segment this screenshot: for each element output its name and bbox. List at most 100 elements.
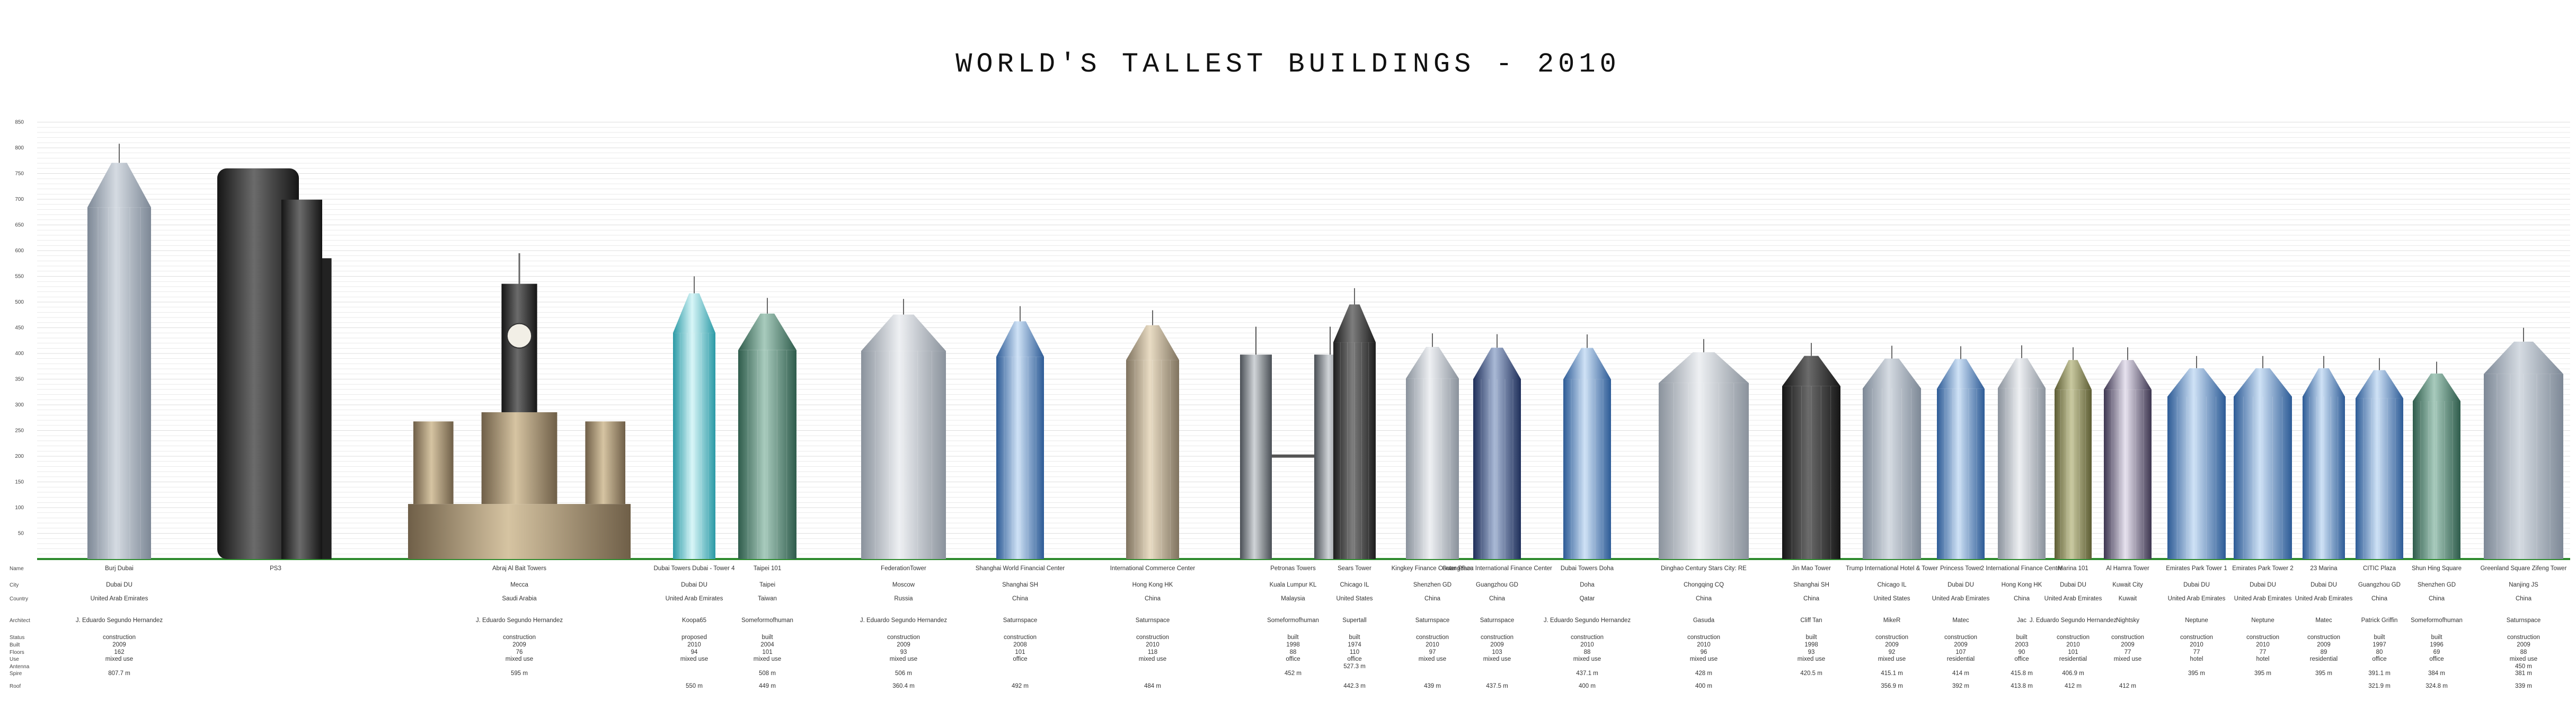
building-bar [1473,334,1521,559]
building-country: Qatar [1580,596,1595,602]
building-crown [2303,368,2345,397]
building-floors: 96 [1701,649,1707,655]
building-name: Dinghao Century Stars City: RE [1661,565,1747,572]
building-built: 1974 [1348,642,1361,648]
building-country: Kuwait [2119,596,2137,602]
console-back [322,258,332,560]
building-architect: J. Eduardo Segundo Hernandez [2030,617,2117,624]
building-built: 2009 [1490,642,1504,648]
building-crown [2104,360,2152,390]
building-name: Shun Hing Square [2412,565,2462,572]
building-name: Princess Tower [1940,565,1981,572]
y-tick-label: 250 [15,428,24,434]
building-floors: 101 [762,649,772,655]
building-use: mixed use [1139,656,1166,662]
building-built: 2003 [2015,642,2029,648]
building-city: Doha [1580,582,1595,588]
building-use: office [2372,656,2386,662]
y-tick-label: 750 [15,171,24,177]
building-built: 2010 [2066,642,2080,648]
building-city: Guangzhou GD [1476,582,1518,588]
building-crown [2055,360,2092,390]
building-floors: 94 [691,649,698,655]
building-city: Shenzhen GD [1413,582,1451,588]
building-status: built [1349,634,1360,641]
building-architect: Saturnspace [1480,617,1515,624]
row-label: Roof [10,684,21,689]
y-tick-label: 50 [18,531,24,537]
building-roof: 400 m [1579,683,1596,689]
podium [408,504,631,559]
building-bar [2234,356,2292,559]
building-roof: 321.9 m [2368,683,2391,689]
building-architect: MikeR [1883,617,1901,624]
building-status: construction [1481,634,1513,641]
building-bar [1563,334,1611,559]
building-floors: 93 [1808,649,1815,655]
building-spire: 415.1 m [1881,670,1903,677]
building-bar [1406,333,1459,559]
building-body [996,357,1044,559]
building-use: mixed use [506,656,533,662]
building-roof: 412 m [2119,683,2136,689]
building-city: Shanghai SH [1002,582,1038,588]
building-roof: 400 m [1695,683,1712,689]
building-body [1126,360,1179,559]
building-body [2303,396,2345,559]
building-spire: 406.9 m [2062,670,2084,677]
building-crown [2167,368,2226,397]
building-roof: 550 m [686,683,703,689]
building-status: built [2431,634,2442,641]
building-use: office [1013,656,1027,662]
building-crown [1659,352,1749,383]
building-crown [1406,347,1459,379]
building-country: China [1803,596,1820,602]
building-name: CITIC Plaza [2363,565,2396,572]
building-crown [996,321,1044,357]
building-spire: 384 m [2428,670,2445,677]
building-status: construction [2507,634,2540,641]
building-country: China [1012,596,1029,602]
building-body [2413,401,2460,559]
y-tick-label: 550 [15,274,24,280]
building-architect: Saturnspace [2507,617,2541,624]
building-status: built [2016,634,2028,641]
ground-line [37,558,2570,560]
building-name: Burj Dubai [105,565,134,572]
building-built: 2009 [2317,642,2331,648]
y-tick-label: 300 [15,402,24,408]
building-architect: Koopa65 [682,617,706,624]
building-country: United Arab Emirates [91,596,148,602]
building-use: residential [1947,656,1975,662]
building-country: United Arab Emirates [2168,596,2226,602]
building-built: 2009 [2121,642,2135,648]
y-tick-label: 850 [15,120,24,126]
building-crown [2356,370,2403,398]
building-built: 2010 [2256,642,2270,648]
building-name: Guangzhou International Finance Center [1442,565,1552,572]
building-use: mixed use [2114,656,2141,662]
building-floors: 77 [2124,649,2131,655]
building-city: Dubai DU [1948,582,1974,588]
building-spire: 428 m [1695,670,1712,677]
building-spire: 391.1 m [2368,670,2391,677]
building-body [2104,389,2152,559]
building-spire: 381 m [2515,670,2532,677]
building-status: construction [1004,634,1037,641]
building-name: Sears Tower [1338,565,1371,572]
building-floors: 107 [1955,649,1966,655]
building-bars [87,144,2563,560]
building-crown [1998,358,2046,388]
building-bar [2413,361,2460,559]
building-floors: 90 [2019,649,2025,655]
building-built: 2010 [1146,642,1159,648]
building-bar [2303,356,2345,559]
building-spire: 807.7 m [108,670,130,677]
building-crown [2484,341,2563,374]
building-bar [1782,343,1840,559]
building-name: Petronas Towers [1270,565,1316,572]
building-architect: J. Eduardo Segundo Hernandez [860,617,948,624]
building-use: mixed use [105,656,133,662]
building-floors: 88 [1290,649,1297,655]
row-label: Built [10,642,20,648]
